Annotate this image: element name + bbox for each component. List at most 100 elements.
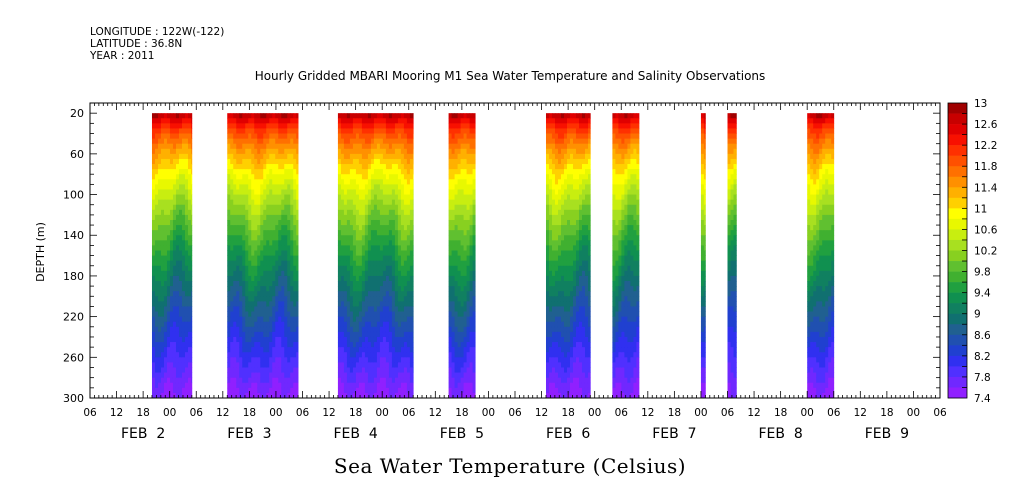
data-cell	[454, 240, 458, 246]
data-cell	[257, 255, 261, 262]
data-cell	[184, 225, 189, 231]
data-cell	[190, 275, 193, 282]
data-cell	[187, 184, 192, 190]
data-cell	[251, 357, 255, 363]
data-cell	[248, 286, 252, 292]
data-cell	[343, 204, 348, 211]
data-cell	[169, 275, 174, 282]
data-cell	[251, 214, 255, 221]
data-cell	[466, 184, 470, 190]
data-cell	[284, 265, 288, 272]
data-cell	[551, 219, 556, 226]
data-cell	[266, 367, 270, 373]
data-cell	[469, 194, 473, 201]
data-cell	[572, 316, 577, 323]
data-cell	[379, 169, 384, 175]
data-cell	[572, 321, 577, 328]
data-cell	[385, 169, 390, 175]
data-cell	[460, 123, 464, 129]
data-cell	[554, 301, 559, 307]
data-cell	[296, 225, 299, 231]
data-cell	[557, 128, 562, 134]
data-cell	[337, 342, 342, 348]
data-cell	[151, 286, 156, 292]
data-cell	[382, 189, 387, 195]
data-cell	[569, 342, 574, 348]
data-cell	[352, 184, 357, 190]
data-cell	[557, 342, 562, 348]
data-cell	[269, 260, 273, 267]
data-cell	[581, 382, 586, 389]
data-cell	[548, 189, 553, 195]
data-cell	[454, 311, 458, 318]
data-cell	[545, 184, 550, 190]
data-cell	[551, 382, 556, 389]
data-cell	[157, 392, 162, 399]
data-cell	[227, 189, 231, 195]
data-cell	[569, 352, 574, 358]
data-cell	[463, 275, 467, 282]
data-cell	[370, 301, 375, 307]
data-cell	[367, 250, 372, 256]
data-cell	[379, 347, 384, 353]
data-cell	[560, 382, 565, 389]
data-cell	[287, 372, 291, 379]
data-cell	[340, 316, 345, 323]
data-cell	[184, 209, 189, 216]
data-cell	[394, 316, 399, 323]
data-cell	[397, 336, 402, 343]
data-cell	[367, 209, 372, 216]
data-cell	[257, 225, 261, 231]
data-cell	[236, 118, 240, 124]
data-cell	[355, 179, 360, 185]
data-cell	[448, 392, 452, 399]
data-cell	[575, 245, 580, 251]
data-cell	[403, 362, 408, 368]
data-cell	[248, 321, 252, 328]
data-cell	[245, 342, 249, 348]
data-cell	[281, 377, 285, 384]
data-cell	[400, 286, 405, 292]
data-cell	[581, 387, 586, 394]
data-cell	[403, 357, 408, 363]
data-cell	[472, 133, 476, 140]
data-cell	[566, 286, 571, 292]
data-cell	[379, 174, 384, 180]
data-cell	[257, 169, 261, 175]
data-segment	[227, 113, 299, 399]
data-cell	[364, 260, 369, 267]
data-cell	[242, 240, 246, 246]
data-cell	[376, 281, 381, 287]
data-cell	[584, 270, 589, 277]
data-cell	[263, 321, 267, 328]
data-cell	[379, 342, 384, 348]
data-cell	[466, 235, 470, 241]
data-cell	[569, 148, 574, 155]
data-cell	[451, 169, 455, 175]
data-cell	[230, 265, 234, 272]
data-cell	[272, 214, 276, 221]
data-cell	[236, 158, 240, 165]
data-cell	[172, 255, 177, 262]
data-cell	[448, 153, 452, 160]
data-cell	[388, 153, 393, 160]
data-cell	[269, 250, 273, 256]
data-cell	[169, 331, 174, 338]
data-cell	[400, 260, 405, 267]
data-cell	[251, 179, 255, 185]
data-cell	[349, 347, 354, 353]
data-cell	[578, 321, 583, 328]
data-cell	[269, 306, 273, 312]
data-cell	[584, 352, 589, 358]
data-cell	[472, 311, 476, 318]
data-cell	[251, 240, 255, 246]
data-cell	[448, 179, 452, 185]
data-cell	[181, 306, 186, 312]
data-cell	[293, 275, 297, 282]
data-cell	[239, 342, 243, 348]
data-cell	[551, 311, 556, 318]
data-cell	[397, 377, 402, 384]
data-cell	[355, 184, 360, 190]
data-cell	[284, 133, 288, 140]
data-cell	[157, 230, 162, 236]
